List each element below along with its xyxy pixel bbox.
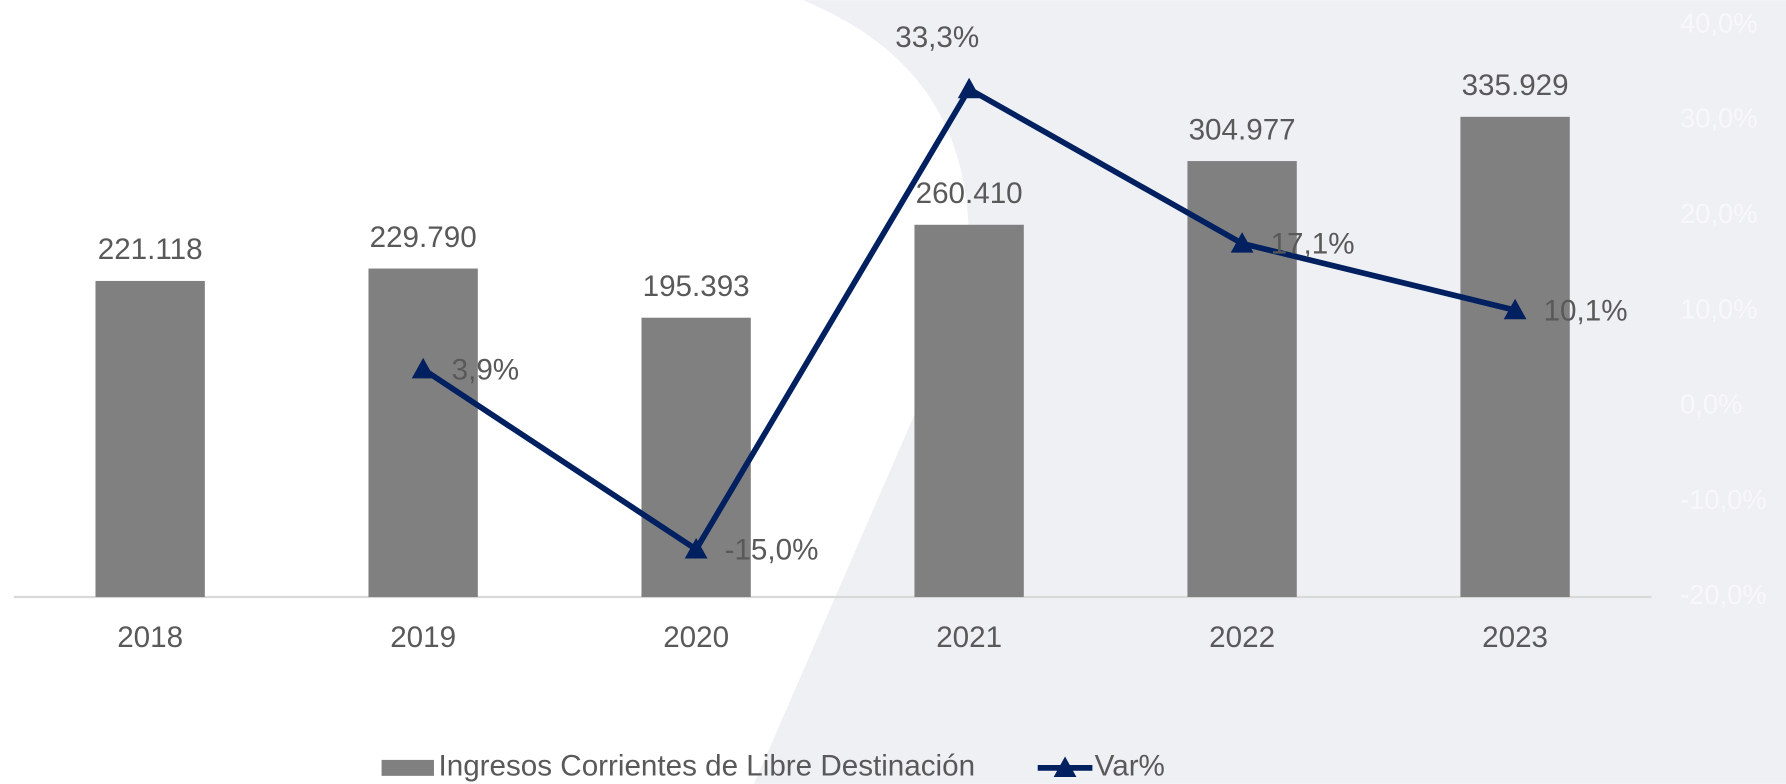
y2-tick-label: 20,0% bbox=[1680, 198, 1757, 229]
line-marker bbox=[684, 537, 708, 559]
x-tick-label: 2023 bbox=[1482, 621, 1548, 654]
bar-value-label: 221.118 bbox=[98, 233, 203, 266]
bar-value-label: 335.929 bbox=[1462, 69, 1569, 102]
x-tick-label: 2020 bbox=[663, 621, 729, 654]
legend-label: Ingresos Corrientes de Libre Destinación bbox=[439, 750, 976, 783]
bar bbox=[914, 224, 1024, 598]
line-marker bbox=[1230, 232, 1254, 253]
x-tick-label: 2019 bbox=[390, 621, 456, 654]
line-marker bbox=[1503, 298, 1527, 320]
x-tick-label: 2021 bbox=[936, 621, 1002, 654]
legend-marker bbox=[1053, 756, 1077, 777]
line-value-label: 33,3% bbox=[895, 21, 979, 54]
line-value-label: 10,1% bbox=[1544, 294, 1628, 327]
bar-value-label: 260.410 bbox=[916, 177, 1023, 210]
bar bbox=[1460, 116, 1570, 598]
line-marker bbox=[411, 357, 435, 379]
y2-tick-label: 40,0% bbox=[1680, 7, 1757, 38]
line-marker bbox=[957, 77, 981, 99]
bar bbox=[95, 280, 205, 598]
y2-tick-label: 30,0% bbox=[1680, 103, 1757, 134]
bar bbox=[368, 268, 478, 598]
legend-label: Var% bbox=[1095, 750, 1165, 783]
y2-tick-label: 10,0% bbox=[1680, 293, 1757, 324]
line-value-label: -15,0% bbox=[725, 533, 819, 566]
x-tick-label: 2018 bbox=[117, 621, 183, 654]
bar bbox=[1187, 161, 1297, 598]
line-value-label: 17,1% bbox=[1271, 228, 1355, 261]
bar-value-label: 304.977 bbox=[1189, 113, 1296, 146]
bar-value-label: 229.790 bbox=[370, 221, 477, 254]
x-tick-label: 2022 bbox=[1209, 621, 1275, 654]
y2-tick-label: -10,0% bbox=[1680, 484, 1767, 515]
y2-tick-label: 0,0% bbox=[1680, 389, 1742, 420]
line-value-label: 3,9% bbox=[452, 353, 520, 386]
y2-tick-label: -20,0% bbox=[1680, 579, 1767, 610]
bar-value-label: 195.393 bbox=[643, 270, 750, 303]
legend-swatch bbox=[381, 759, 434, 776]
